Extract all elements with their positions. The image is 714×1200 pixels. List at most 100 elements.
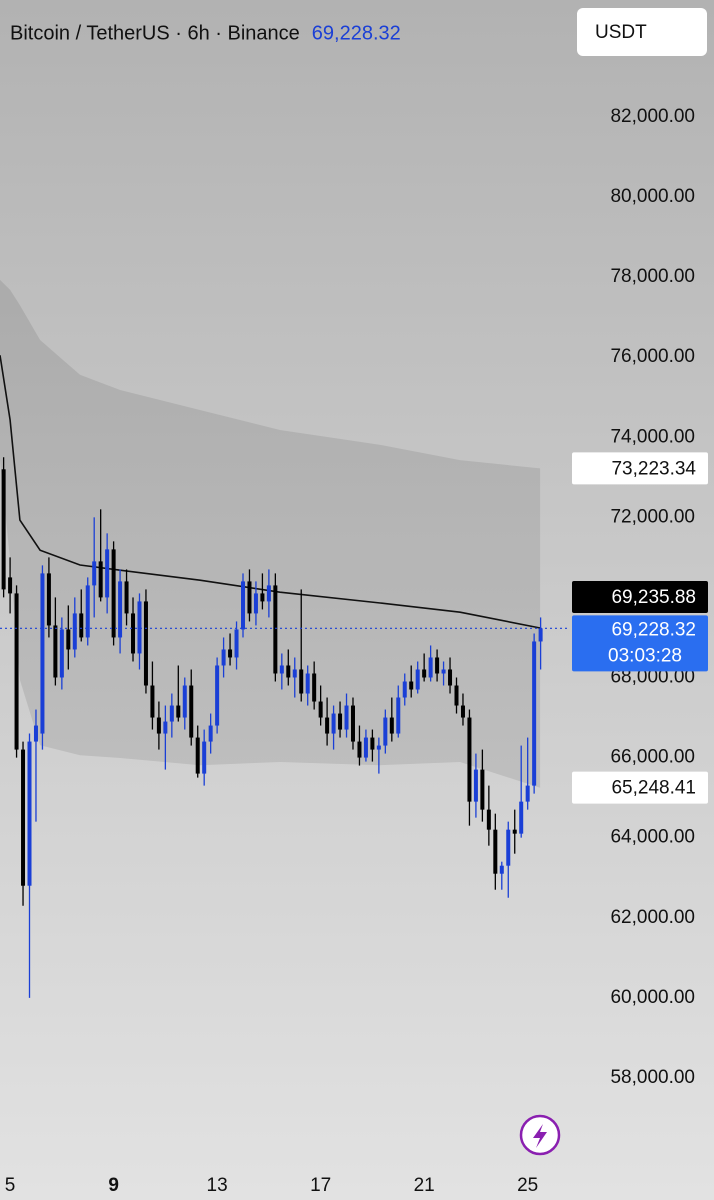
candle-body: [8, 577, 13, 594]
candle-body: [195, 737, 200, 774]
candle-body: [182, 685, 187, 718]
candle-body: [92, 561, 97, 586]
candle-body: [422, 669, 427, 678]
candle-body: [273, 585, 278, 674]
candle-body: [150, 685, 155, 718]
candle-body: [253, 593, 258, 614]
candle-body: [202, 741, 207, 774]
lower-label-text: 65,248.41: [611, 778, 696, 799]
candle-body: [215, 665, 220, 726]
candle-body: [325, 717, 330, 734]
candle-body: [124, 581, 129, 614]
upper-label-text: 73,223.34: [611, 458, 696, 479]
plot-area: 58,000.00 60,000.00 62,000.00 64,000.00 66,0…: [0, 106, 708, 1196]
candle-body: [525, 785, 530, 802]
x-tick-label: 13: [207, 1175, 228, 1196]
candle-body: [396, 697, 401, 734]
candle-body: [266, 585, 271, 602]
candle-body: [260, 593, 265, 602]
candle-body: [448, 669, 453, 686]
candle-body: [156, 717, 161, 734]
candle-body: [1, 469, 6, 590]
candle-body: [163, 721, 168, 734]
candle-body: [169, 705, 174, 722]
candle-body: [118, 581, 123, 638]
y-tick-label: 74,000.00: [610, 426, 695, 447]
candle-body: [499, 865, 504, 874]
candle-body: [27, 741, 32, 886]
candle-body: [234, 629, 239, 658]
x-tick-label: 21: [414, 1175, 435, 1196]
lower-label-box: [572, 771, 708, 804]
candle-body: [415, 669, 420, 690]
candle-body: [512, 829, 517, 834]
candle-body: [538, 628, 543, 642]
band-area: [0, 279, 541, 788]
lightning-button[interactable]: [519, 1114, 561, 1156]
candle-body: [305, 673, 310, 694]
candle-body: [344, 705, 349, 730]
candle-body: [467, 717, 472, 802]
middle-label-text: 69,235.88: [611, 587, 696, 608]
candle-body: [228, 649, 233, 658]
y-tick-label: 68,000.00: [610, 667, 695, 688]
candle-body: [53, 625, 58, 678]
candle-body: [189, 685, 194, 738]
y-tick-label: 58,000.00: [610, 1067, 695, 1088]
candle-body: [532, 641, 537, 786]
candle-body: [131, 613, 136, 654]
candle-body: [111, 549, 116, 638]
candle-body: [21, 749, 26, 886]
candle-body: [454, 685, 459, 706]
candle-body: [299, 669, 304, 694]
y-tick-label: 82,000.00: [610, 106, 695, 127]
candle-body: [318, 701, 323, 718]
y-tick-label: 60,000.00: [610, 987, 695, 1008]
candle-body: [519, 801, 524, 834]
x-tick-label: 25: [517, 1175, 538, 1196]
candle-body: [409, 681, 414, 690]
candle-body: [79, 613, 84, 638]
currency-button[interactable]: [577, 8, 707, 56]
candle-body: [40, 573, 45, 734]
candle-body: [221, 649, 226, 666]
candle-body: [292, 669, 297, 678]
candle-body: [435, 657, 440, 674]
y-tick-label: 76,000.00: [610, 346, 695, 367]
candle-body: [376, 745, 381, 750]
lightning-icon[interactable]: [533, 1124, 547, 1148]
currency-label[interactable]: USDT: [595, 22, 647, 43]
x-tick-label: 9: [108, 1175, 119, 1196]
candle-body: [98, 561, 103, 598]
candle-body: [208, 725, 213, 742]
countdown-text: 03:03:28: [608, 645, 682, 666]
candle-body: [286, 665, 291, 678]
candle-body: [402, 681, 407, 698]
upper-label-box: [572, 452, 708, 485]
x-tick-label: 5: [5, 1175, 16, 1196]
candle-body: [357, 741, 362, 758]
candle-body: [428, 657, 433, 678]
x-tick-label: 17: [310, 1175, 331, 1196]
candle-body: [66, 629, 71, 650]
candle-body: [176, 705, 181, 718]
y-tick-label: 80,000.00: [610, 186, 695, 207]
chart-title: Bitcoin / TetherUS · 6h · Binance: [10, 22, 300, 44]
candle-body: [350, 705, 355, 742]
candle-body: [33, 725, 38, 742]
last-price-text: 69,228.32: [611, 619, 696, 640]
candle-body: [137, 601, 142, 654]
candle-body: [389, 717, 394, 734]
candle-body: [460, 705, 465, 718]
y-tick-label: 62,000.00: [610, 907, 695, 928]
candle-body: [383, 717, 388, 746]
candle-body: [441, 669, 446, 674]
candle-body: [493, 829, 498, 874]
candle-body: [480, 769, 485, 810]
header-price: 69,228.32: [312, 22, 401, 44]
y-tick-label: 64,000.00: [610, 827, 695, 848]
last-price-box: [572, 615, 708, 672]
candle-body: [240, 581, 246, 630]
y-tick-label: 66,000.00: [610, 747, 695, 768]
